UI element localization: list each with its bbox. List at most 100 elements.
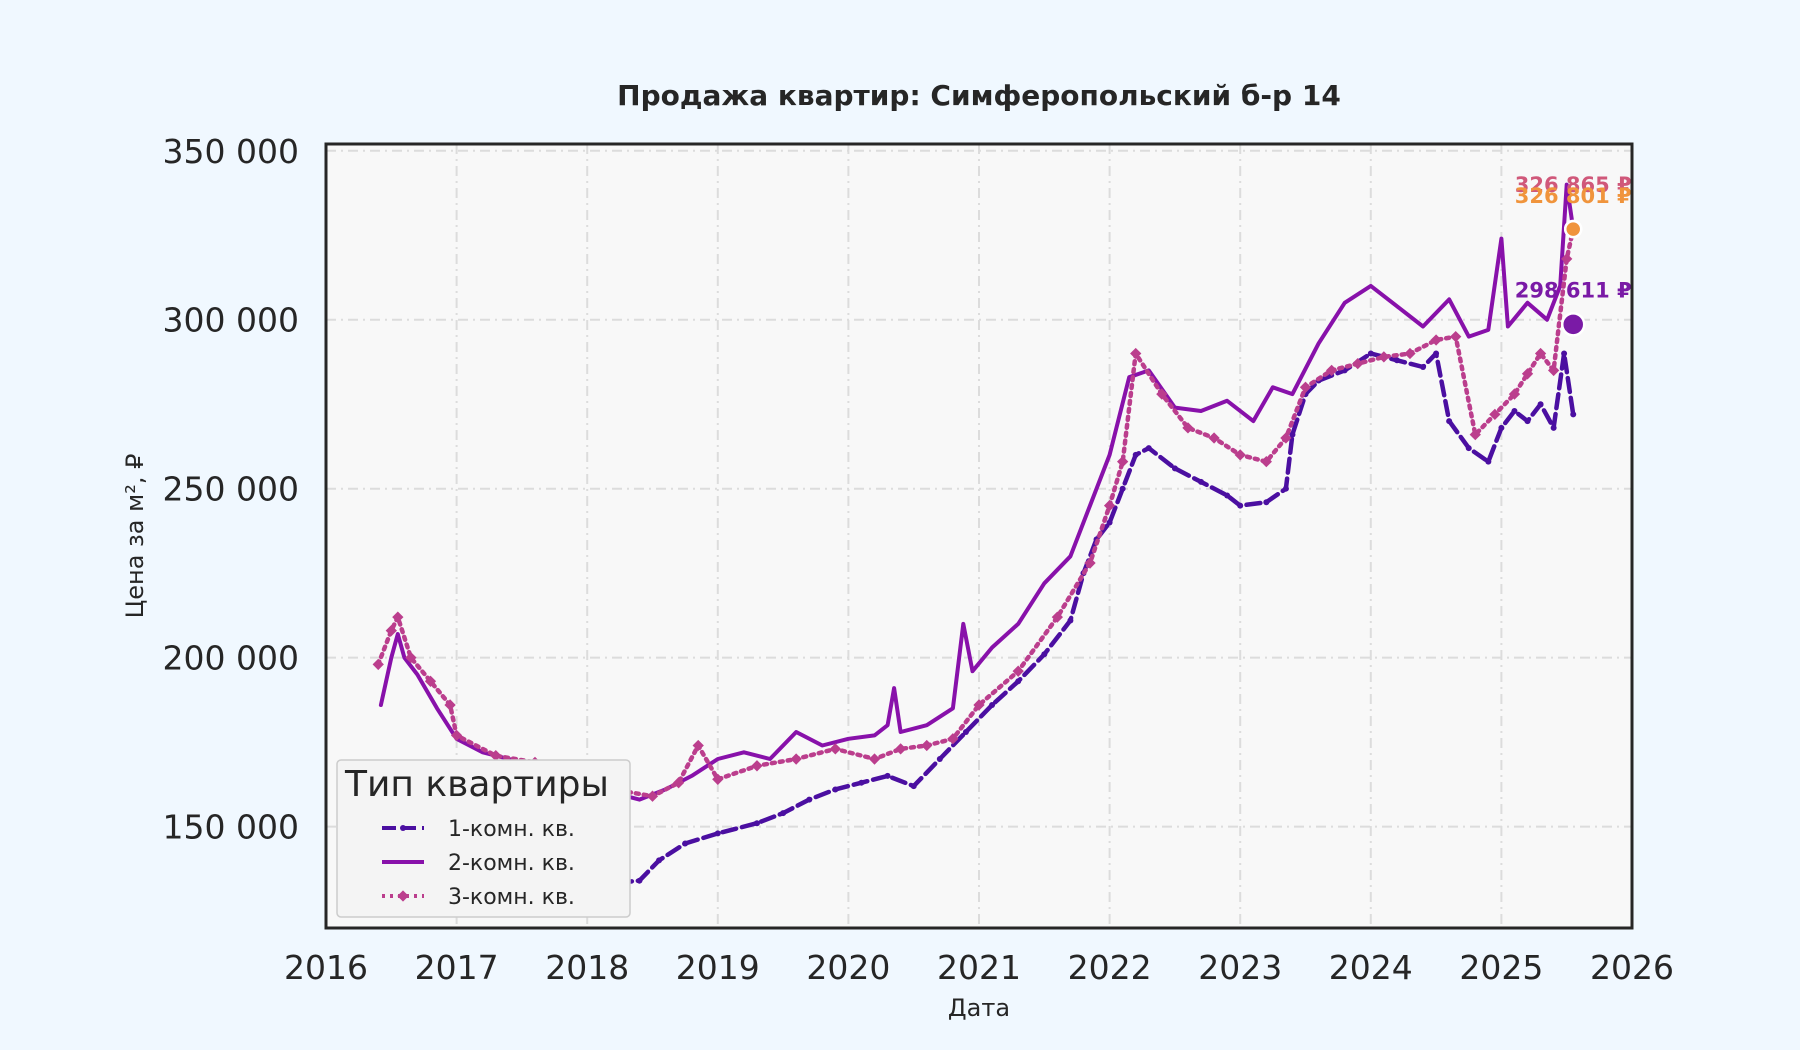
x-axis-label: Дата [948,994,1010,1022]
legend-title: Тип квартиры [344,764,609,805]
series-marker-3 [1156,388,1168,400]
series-marker-3 [894,743,907,755]
series-marker-1 [1485,458,1492,465]
series-marker-3 [921,739,933,752]
series-marker-1 [1067,617,1074,624]
series-marker-3 [672,777,685,789]
series-marker-1 [1237,502,1244,509]
x-tick-label: 2020 [806,948,890,987]
y-tick-label: 250 000 [163,470,299,509]
series-marker-1 [936,756,943,763]
series-marker-1 [832,786,839,793]
series-marker-3 [868,753,881,765]
series-marker-1 [910,783,917,790]
series-marker-1 [858,779,865,786]
series-marker-3 [1260,455,1272,468]
series-marker-3 [1234,449,1246,461]
series-marker-3 [1547,364,1560,377]
series-marker-3 [424,675,437,687]
legend: Тип квартиры 1-комн. кв. 2-комн. кв. 3-ком… [336,759,631,918]
series-marker-1 [1282,485,1289,492]
series-marker-3 [1469,428,1481,441]
y-tick-label: 300 000 [163,301,299,340]
legend-marker-1 [400,825,406,831]
series-marker-3 [1404,347,1416,360]
series-marker-3 [1117,455,1129,468]
y-tick-label: 150 000 [163,808,299,847]
series-marker-1 [636,877,643,884]
series-marker-3 [1182,422,1194,434]
series-marker-1 [1420,364,1427,371]
y-tick-labels: 150 000 200 000 250 000 300 000 350 000 [163,132,299,847]
series-marker-1 [1119,485,1126,492]
end-point-marker [1560,312,1586,337]
series-marker-1 [1263,499,1270,506]
series-marker-1 [1446,418,1453,425]
series-marker-3 [1534,347,1547,360]
x-tick-label: 2026 [1590,948,1674,987]
series-marker-3 [1208,432,1220,444]
series-marker-1 [1132,451,1139,458]
series-marker-3 [405,651,417,664]
x-tick-label: 2023 [1198,948,1282,987]
series-marker-3 [1561,253,1573,265]
series-marker-3 [1450,330,1462,343]
series-marker-1 [714,830,721,837]
legend-entry-label: 3-комн. кв. [448,885,575,910]
end-value-label: 298 611 ₽ [1515,278,1632,302]
x-tick-label: 2017 [415,948,499,987]
x-tick-label: 2016 [284,948,368,987]
series-marker-1 [806,796,813,803]
series-marker-1 [1145,445,1152,452]
x-tick-label: 2025 [1459,948,1543,987]
legend-entry-label: 1-комн. кв. [448,817,575,842]
series-marker-3 [1103,499,1116,512]
end-value-label: 326 801 ₽ [1515,184,1632,208]
series-marker-1 [1570,411,1577,418]
legend-box [336,759,631,918]
series-marker-1 [1550,424,1557,431]
series-marker-1 [1106,519,1113,526]
series-marker-1 [753,820,760,827]
y-tick-label: 350 000 [163,132,299,171]
series-marker-3 [372,658,384,671]
end-value-label: 326 865 ₽ [1515,173,1632,197]
series-marker-3 [751,760,763,772]
series-marker-3 [1325,364,1338,377]
series-marker-1 [1041,651,1048,658]
series-marker-3 [646,790,659,802]
series-marker-1 [1015,678,1022,685]
series-marker-3 [1378,351,1390,363]
series-marker-1 [1511,407,1518,414]
series-marker-3 [490,749,502,762]
end-point-marker [1563,219,1583,239]
series-marker-1 [884,772,891,779]
series-marker-3 [444,699,456,711]
series-marker-3 [947,733,959,745]
series-marker-1 [1524,418,1531,425]
series-marker-1 [1561,350,1568,357]
series-marker-1 [1171,465,1178,472]
series-marker-3 [392,611,404,623]
series-marker-3 [1130,347,1142,360]
series-marker-3 [1508,388,1521,400]
series-marker-3 [1280,432,1292,444]
series-marker-3 [1352,357,1364,370]
series-marker-1 [1498,424,1505,431]
series-marker-1 [1198,478,1205,485]
x-tick-label: 2019 [676,948,760,987]
x-tick-label: 2024 [1329,948,1413,987]
y-axis-label: Цена за м², ₽ [121,454,149,619]
series-marker-3 [1489,408,1501,421]
x-tick-label: 2022 [1068,948,1152,987]
series-marker-3 [790,753,802,765]
series-marker-3 [973,699,985,711]
legend-marker-3 [397,890,409,902]
series-marker-3 [1012,665,1024,677]
series-marker-3 [829,743,841,755]
series-marker-3 [692,739,704,752]
series-marker-1 [1367,350,1374,357]
x-tick-label: 2021 [937,948,1021,987]
series-marker-1 [1224,492,1231,499]
